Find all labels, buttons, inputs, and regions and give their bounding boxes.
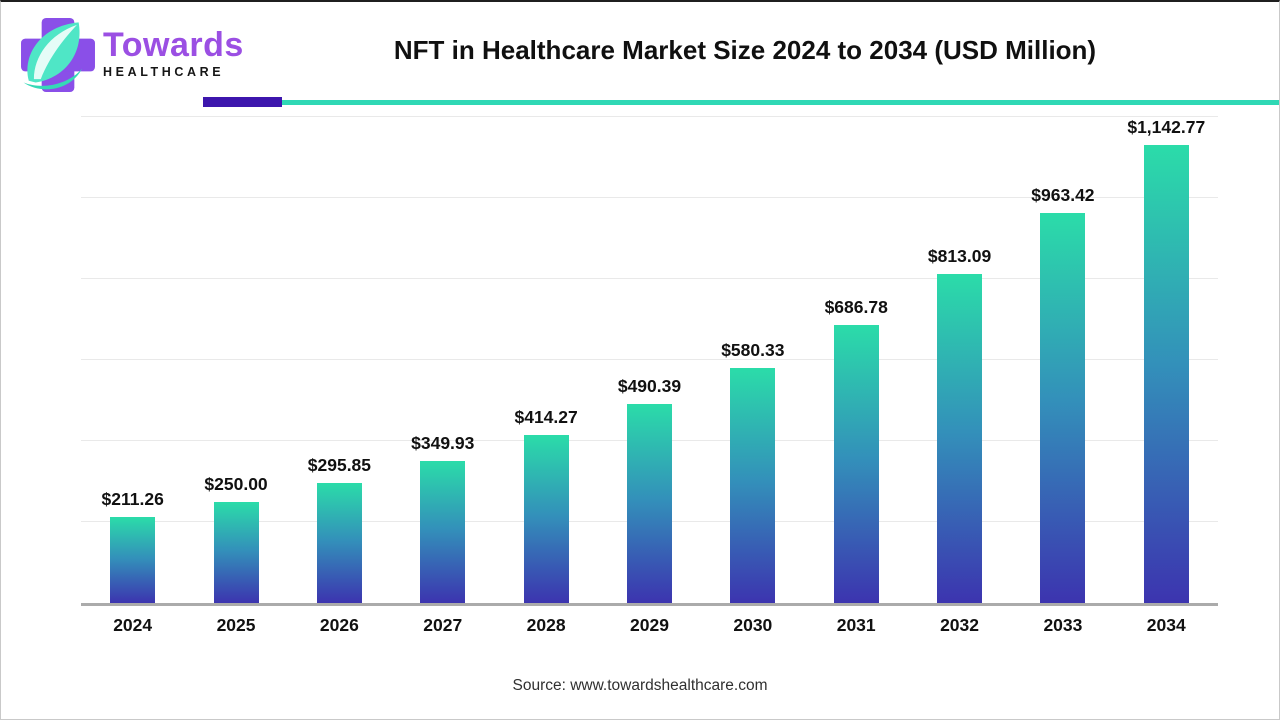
gridline-800 [81, 278, 1218, 280]
title-underline-purple [203, 97, 282, 107]
bar-column-2024: $211.26 [81, 117, 184, 603]
bar-value-label: $813.09 [927, 245, 992, 266]
bar-value-label: $963.42 [1031, 184, 1095, 205]
bar-column-2027: $349.93 [391, 117, 494, 603]
x-axis-label-2031: 2031 [836, 615, 876, 635]
bar-value-label: $1,142.77 [1127, 117, 1206, 137]
brand-logo: Towards HEALTHCARE [15, 12, 244, 98]
x-axis-label-2032: 2032 [940, 615, 980, 635]
bar-value-label: $250.00 [204, 473, 268, 494]
bar-value-label: $349.93 [411, 433, 475, 454]
bar-value-label: $490.39 [617, 376, 682, 397]
x-axis-label-2034: 2034 [1146, 615, 1186, 635]
brand-text: Towards HEALTHCARE [103, 28, 244, 79]
bar-2032 [937, 273, 983, 603]
bar-2024 [110, 517, 156, 603]
x-axis-labels: 2024 2025 2026 2027 2028 2029 2030 2031 2032 2033… [81, 615, 1218, 636]
x-axis-label-2033: 2033 [1043, 615, 1083, 635]
bar-value-label: $686.78 [824, 296, 888, 317]
plot-area: $211.26 $250.00 $295.85 $349.93 $414.27 $490.… [81, 116, 1218, 606]
x-axis-label-2028: 2028 [526, 615, 566, 635]
bar-2034 [1143, 145, 1189, 603]
bar-column-2034: $1,142.77 [1115, 117, 1218, 603]
bar-column-2030: $580.33 [701, 117, 804, 603]
bar-column-2031: $686.78 [805, 117, 908, 603]
bar-column-2026: $295.85 [288, 117, 391, 603]
bar-column-2028: $414.27 [494, 117, 597, 603]
towards-healthcare-logo-icon [21, 18, 95, 92]
bar-value-label: $295.85 [307, 455, 372, 476]
x-axis-line [81, 603, 1218, 606]
bar-2028 [523, 435, 569, 603]
bar-value-label: $414.27 [514, 407, 578, 428]
bar-2030 [730, 367, 776, 603]
brand-subtitle: HEALTHCARE [103, 64, 225, 79]
brand-name: Towards [103, 25, 244, 64]
chart-title: NFT in Healthcare Market Size 2024 to 20… [393, 35, 1097, 65]
bar-value-label: $211.26 [101, 489, 164, 510]
x-axis-label-2030: 2030 [733, 615, 773, 635]
x-axis-label-2025: 2025 [216, 615, 256, 635]
source-attribution: Source: www.towardshealthcare.com [512, 677, 768, 694]
bars-container: $211.26 $250.00 $295.85 $349.93 $414.27 $490.… [81, 117, 1218, 603]
x-axis-label-2024: 2024 [113, 615, 153, 635]
bar-2025 [213, 501, 259, 603]
bar-2031 [833, 324, 879, 603]
x-axis-label-2029: 2029 [630, 615, 669, 635]
bar-column-2025: $250.00 [184, 117, 287, 603]
bar-column-2032: $813.09 [908, 117, 1011, 603]
x-axis-label-2027: 2027 [423, 615, 463, 635]
bar-2026 [316, 483, 362, 603]
bar-2027 [420, 461, 466, 603]
gridline-600 [81, 359, 1218, 360]
x-axis-label-2026: 2026 [319, 615, 359, 635]
gridline-1000 [81, 197, 1218, 198]
bar-column-2029: $490.39 [598, 117, 701, 603]
bar-column-2033: $963.42 [1011, 117, 1114, 603]
title-underline-teal [282, 100, 1279, 105]
gridline-1200 [81, 116, 1218, 117]
bar-value-label: $580.33 [721, 339, 785, 360]
bar-2033 [1040, 212, 1086, 603]
bar-2029 [626, 404, 672, 603]
